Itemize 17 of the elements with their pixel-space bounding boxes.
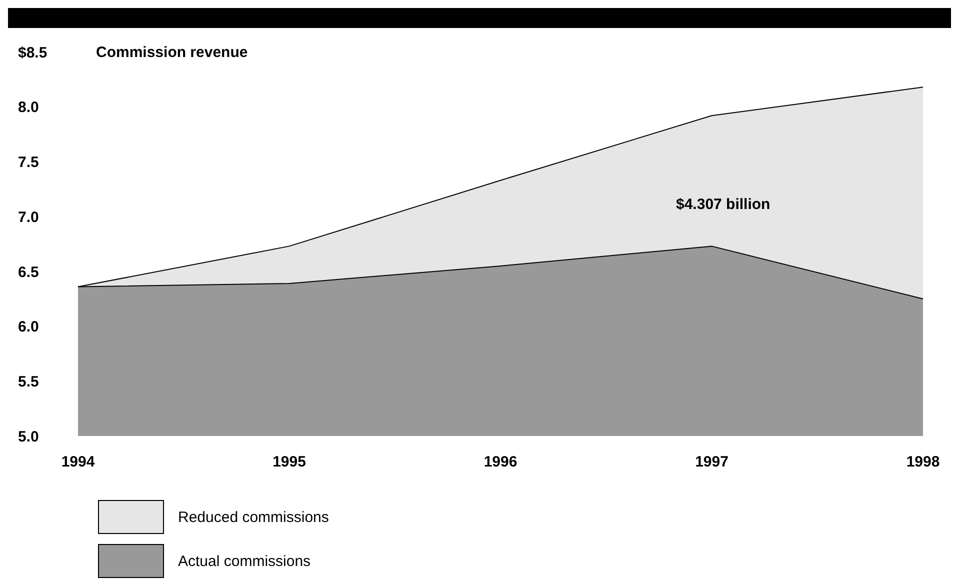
legend-label: Reduced commissions [178,508,329,526]
x-tick-label: 1995 [272,454,306,471]
y-tick-label: 7.0 [18,208,39,226]
y-tick-label: 8.0 [18,99,39,116]
chart-title: Commission revenue [96,44,248,61]
y-tick-label: 5.0 [18,428,39,446]
x-tick-label: 1996 [484,454,518,471]
y-tick-label: 6.0 [18,318,39,336]
y-tick-label: 5.5 [18,373,39,390]
x-tick-label: 1994 [61,454,96,471]
annotation: $4.307 billion [676,196,770,213]
y-tick-label: 6.5 [18,264,39,281]
x-tick-label: 1998 [906,454,940,471]
legend-label: Actual commissions [178,552,311,570]
y-tick-label: $8.5 [18,44,48,62]
x-tick-label: 1997 [695,454,728,471]
y-tick-label: 7.5 [18,154,39,172]
